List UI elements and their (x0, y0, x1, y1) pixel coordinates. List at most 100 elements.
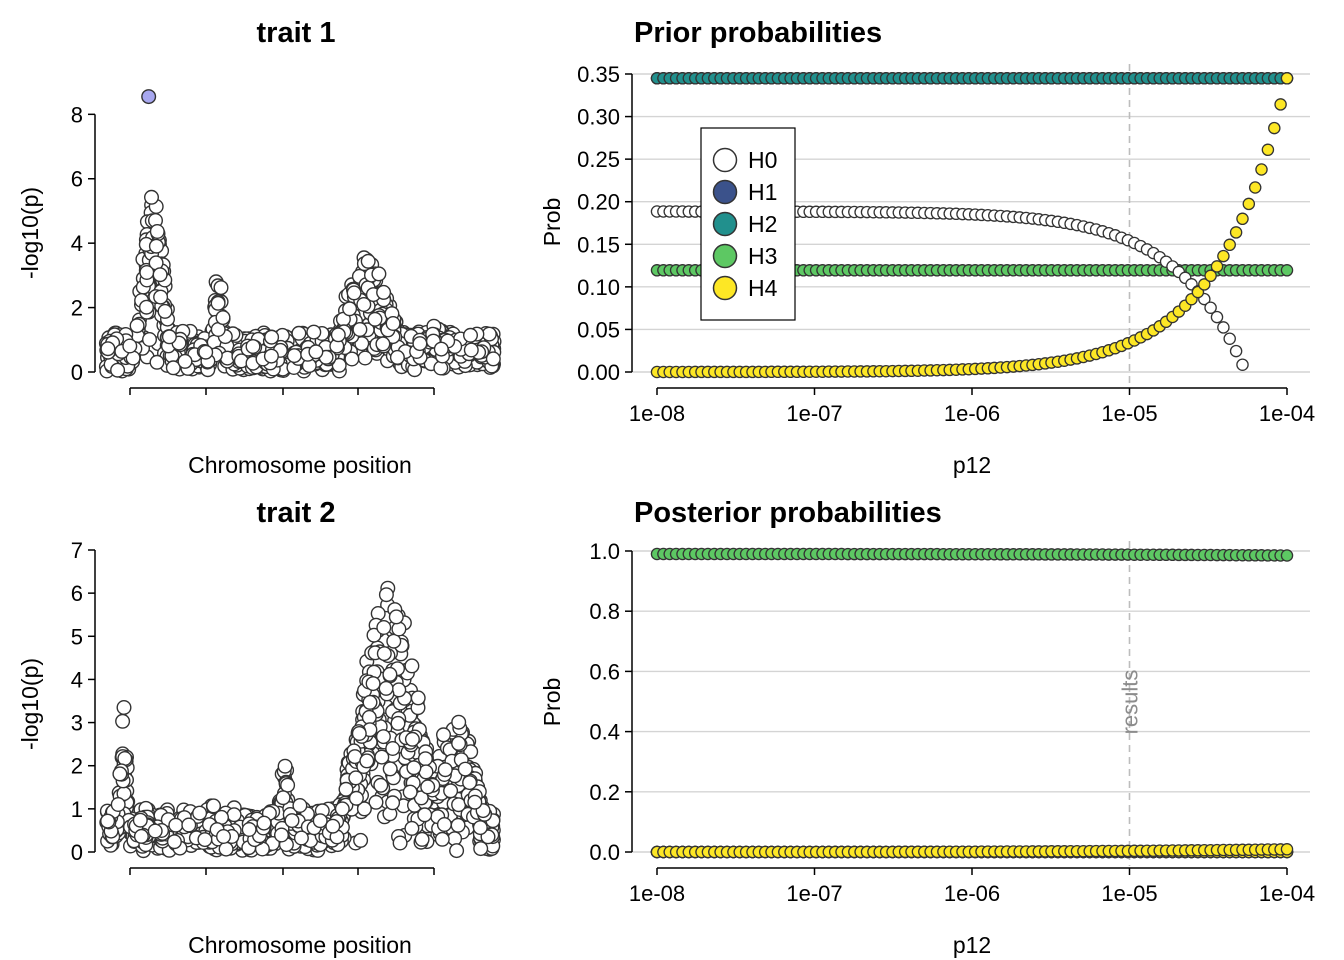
prior-x-tick-label: 1e-06 (944, 401, 1000, 426)
trait2-point (417, 751, 433, 767)
trait2-point (117, 751, 133, 767)
prior-point-h4 (1242, 197, 1256, 211)
prior-y-tick-label: 0.05 (577, 317, 620, 342)
trait2-point (473, 841, 489, 857)
trait1-lead-snp-point (141, 89, 157, 105)
trait2-point (378, 587, 394, 603)
vline-label: results (1118, 670, 1143, 735)
trait1-point (138, 299, 154, 315)
trait2-point (197, 832, 213, 848)
trait1-point (153, 289, 169, 305)
trait1-y-tick-label: 4 (71, 231, 83, 256)
prior-y-tick-label: 0.15 (577, 232, 620, 257)
posterior-point-h4 (1280, 843, 1294, 856)
posterior-x-tick-label: 1e-06 (944, 881, 1000, 906)
trait1-point (389, 349, 405, 365)
legend-swatch-h1 (712, 179, 738, 205)
trait1-y-axis-label: -log10(p) (17, 187, 43, 279)
trait2-point (382, 761, 398, 777)
trait2-point (462, 775, 478, 791)
prior-y-axis-label: Prob (539, 198, 565, 247)
prior-x-axis-label: p12 (953, 452, 991, 478)
posterior-x-tick-label: 1e-05 (1101, 881, 1157, 906)
trait1-point (286, 348, 302, 364)
trait2-point (215, 829, 231, 845)
trait1-point (330, 327, 346, 343)
posterior-y-tick-label: 0.0 (589, 840, 620, 865)
legend-label-h3: H3 (748, 243, 777, 269)
prior-point-h4 (1268, 121, 1281, 135)
posterior-y-tick-label: 0.4 (589, 720, 620, 745)
trait2-point (404, 658, 420, 674)
trait1-point (352, 322, 368, 338)
prior-point-h4 (1255, 163, 1268, 176)
trait1-point (360, 253, 376, 269)
trait2-point (218, 841, 234, 857)
trait2-point (168, 817, 184, 833)
trait2-point (376, 620, 392, 636)
trait2-point (373, 777, 389, 793)
prior-point-h4 (1217, 249, 1230, 263)
prior-x-tick-label: 1e-04 (1259, 401, 1315, 426)
trait1-point (306, 324, 322, 340)
prior-point-h3 (1280, 264, 1294, 277)
prior-point-h4 (1248, 181, 1262, 194)
trait2-y-tick-label: 3 (71, 711, 83, 736)
trait1-point (143, 189, 159, 205)
trait2-point (390, 715, 406, 731)
trait1-point (198, 344, 214, 360)
trait1-point (215, 310, 231, 326)
trait2-point (351, 726, 367, 742)
trait1-point (149, 223, 165, 239)
posterior-x-tick-label: 1e-07 (786, 881, 842, 906)
trait1-point (263, 348, 279, 364)
trait2-point (406, 760, 422, 776)
trait2-point (147, 823, 163, 839)
trait2-point (181, 817, 197, 833)
trait2-point (382, 666, 398, 682)
trait1-point (165, 360, 181, 376)
trait1-panel: trait 1 -log10(p) Chromosome position 0 2… (17, 17, 502, 478)
trait2-points (99, 580, 502, 859)
legend-label-h2: H2 (748, 211, 777, 237)
trait2-panel: trait 2 -log10(p) Chromosome position 0 1… (17, 497, 502, 958)
trait2-point (404, 820, 420, 836)
trait2-point (116, 700, 132, 716)
trait2-point (292, 798, 308, 814)
legend-label-h4: H4 (748, 275, 778, 301)
trait2-point (451, 797, 467, 813)
trait1-point (141, 332, 157, 348)
legend-swatch-h2 (712, 211, 738, 237)
prior-y-tick-label: 0.25 (577, 147, 620, 172)
trait2-point (436, 817, 452, 833)
trait2-point (110, 797, 126, 813)
posterior-grid (632, 541, 1310, 866)
trait2-point (449, 843, 465, 859)
trait2-point (334, 801, 350, 817)
trait1-point (157, 303, 173, 319)
prior-x-tick-label: 1e-07 (786, 401, 842, 426)
trait2-title: trait 2 (257, 497, 336, 529)
trait2-point (133, 828, 149, 844)
legend-swatch-h0 (712, 147, 738, 173)
trait2-point (348, 790, 364, 806)
trait1-point (376, 284, 392, 300)
prior-x-tick-label: 1e-08 (629, 401, 685, 426)
trait1-point (308, 344, 324, 360)
trait2-point (375, 729, 391, 745)
posterior-y-tick-label: 1.0 (589, 539, 620, 564)
prior-y-tick-label: 0.00 (577, 360, 620, 385)
prior-point-h0 (1236, 358, 1249, 371)
trait1-y-tick-label: 6 (71, 167, 83, 192)
trait2-point (414, 831, 430, 847)
trait2-point (443, 783, 459, 799)
trait1-point (177, 353, 193, 369)
trait1-point (139, 265, 155, 281)
trait1-y-tick-label: 8 (71, 102, 83, 127)
trait1-point (291, 325, 307, 341)
trait2-point (451, 735, 467, 751)
trait2-point (385, 795, 401, 811)
legend-swatch-h3 (712, 243, 738, 269)
trait2-x-axis-label: Chromosome position (188, 932, 412, 958)
